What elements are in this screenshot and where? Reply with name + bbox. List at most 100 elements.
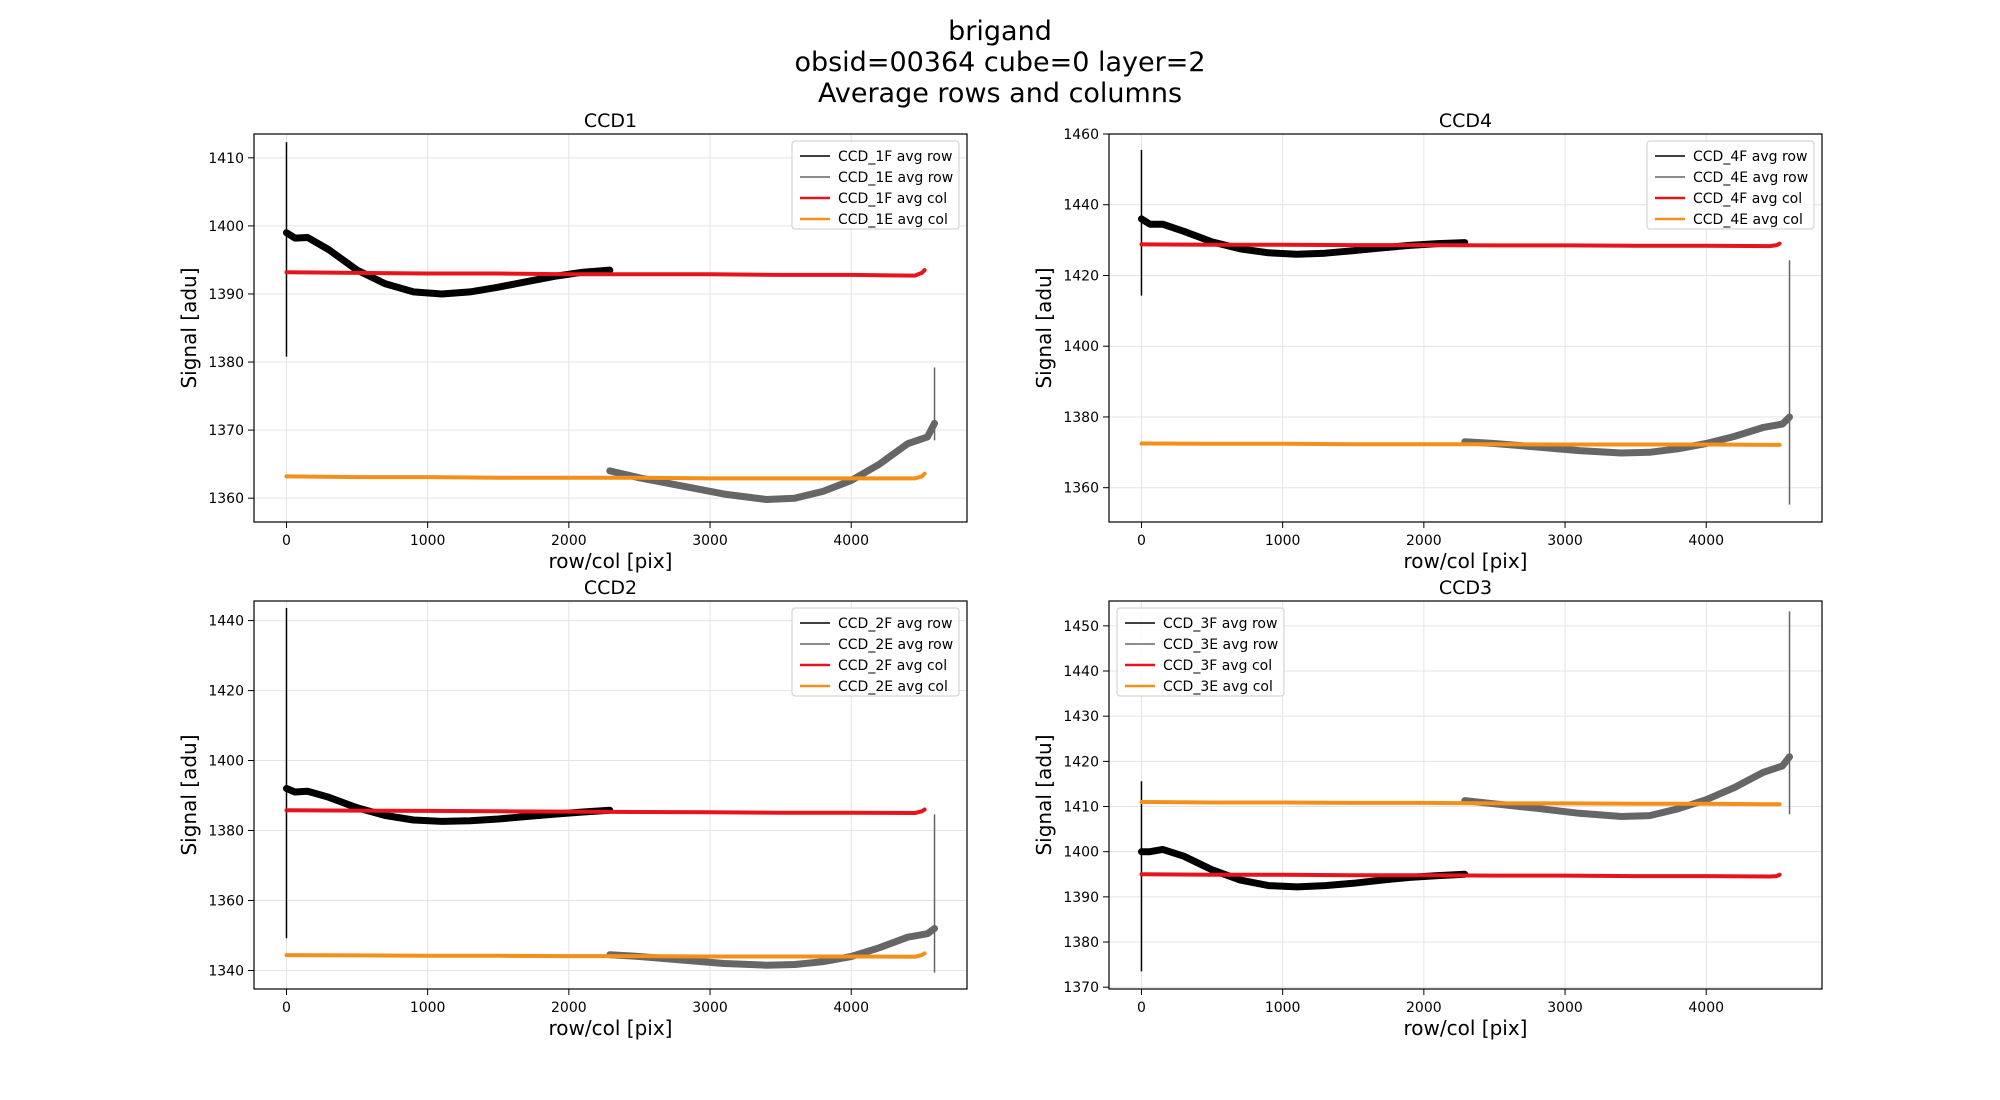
figure-title-line-1: brigand	[948, 16, 1052, 47]
y-axis-label: Signal [adu]	[177, 267, 201, 388]
series-line-0	[283, 785, 614, 825]
figure-title-line-3: Average rows and columns	[817, 78, 1183, 109]
y-tick-label: 1380	[1063, 410, 1099, 426]
legend: CCD_1F avg row CCD_1E avg row CCD_1F avg c…	[791, 140, 960, 230]
plot-area	[283, 607, 938, 973]
y-tick-label: 1410	[1063, 800, 1099, 816]
y-tick-label: 1420	[1063, 268, 1099, 284]
y-tick-label: 1460	[1063, 127, 1099, 143]
x-tick-label: 2000	[551, 533, 587, 549]
y-tick-label: 1390	[1063, 890, 1099, 906]
y-tick-label: 1440	[1063, 664, 1099, 680]
y-tick-label: 1370	[208, 423, 244, 439]
y-tick-label: 1440	[208, 614, 244, 630]
y-tick-label: 1400	[1063, 845, 1099, 861]
axes-frame	[253, 133, 968, 523]
legend-entry: CCD_4E avg row	[1693, 170, 1808, 186]
y-tick-label: 1450	[1063, 619, 1099, 635]
x-tick-label: 1000	[1265, 1000, 1301, 1016]
series-line-1	[606, 925, 938, 969]
legend-entry: CCD_4F avg col	[1693, 191, 1802, 207]
chart-panel-2: 0 1000 2000 3000 4000 1340 1360 1380 1400 1420 144…	[177, 577, 968, 1040]
legend-box	[1116, 607, 1285, 697]
plot-area	[283, 142, 938, 503]
y-tick-label: 1360	[1063, 481, 1099, 497]
legend-entry: CCD_2E avg col	[838, 679, 948, 695]
x-tick-label: 0	[282, 1000, 291, 1016]
legend-entry: CCD_3F avg col	[1163, 658, 1272, 674]
panel-title: CCD1	[584, 110, 637, 132]
chart-panel-1: 0 1000 2000 3000 4000 1360 1380 1400 1420 1440 146…	[1032, 110, 1823, 573]
x-tick-label: 3000	[692, 1000, 728, 1016]
y-tick-label: 1380	[1063, 935, 1099, 951]
x-tick-label: 2000	[1406, 533, 1442, 549]
series-line-0	[283, 229, 614, 298]
axes-frame	[253, 600, 968, 990]
legend-box	[791, 140, 960, 230]
legend: CCD_3F avg row CCD_3E avg row CCD_3F avg c…	[1116, 607, 1285, 697]
legend-entry: CCD_1E avg row	[838, 170, 953, 186]
x-tick-label: 4000	[1688, 1000, 1724, 1016]
x-tick-label: 1000	[410, 533, 446, 549]
y-tick-label: 1410	[208, 151, 244, 167]
legend-entry: CCD_3F avg row	[1163, 616, 1277, 632]
y-tick-label: 1340	[208, 963, 244, 979]
series-line-3	[1139, 800, 1782, 807]
legend-entry: CCD_3E avg col	[1163, 679, 1273, 695]
series-line-3	[284, 471, 927, 481]
x-tick-label: 4000	[833, 1000, 869, 1016]
y-tick-label: 1400	[1063, 339, 1099, 355]
y-tick-label: 1390	[208, 287, 244, 303]
series-line-2	[1139, 872, 1782, 879]
x-tick-label: 4000	[833, 533, 869, 549]
legend-entry: CCD_4E avg col	[1693, 212, 1803, 228]
legend-entry: CCD_2F avg row	[838, 616, 952, 632]
x-tick-label: 1000	[410, 1000, 446, 1016]
legend-entry: CCD_1F avg col	[838, 191, 947, 207]
chart-panel-3: 0 1000 2000 3000 4000 1370 1380 1390 1400 1410 142…	[1032, 577, 1823, 1040]
y-tick-label: 1420	[208, 684, 244, 700]
series-line-3	[1139, 441, 1782, 447]
chart-panel-0: 0 1000 2000 3000 4000 1360 1370 1380 1390 1400 141…	[177, 110, 968, 573]
legend-entry: CCD_3E avg row	[1163, 637, 1278, 653]
legend-box	[791, 607, 960, 697]
y-tick-label: 1360	[208, 491, 244, 507]
y-axis-label: Signal [adu]	[1032, 267, 1056, 388]
axes-frame	[1108, 600, 1823, 990]
x-axis-label: row/col [pix]	[1404, 1016, 1528, 1040]
legend: CCD_2F avg row CCD_2E avg row CCD_2F avg c…	[791, 607, 960, 697]
legend-entry: CCD_2F avg col	[838, 658, 947, 674]
x-axis-label: row/col [pix]	[549, 549, 673, 573]
plot-area	[1138, 149, 1793, 505]
legend-entry: CCD_2E avg row	[838, 637, 953, 653]
x-axis-label: row/col [pix]	[1404, 549, 1528, 573]
y-tick-label: 1370	[1063, 980, 1099, 996]
x-tick-label: 0	[1137, 533, 1146, 549]
x-tick-label: 3000	[1547, 1000, 1583, 1016]
x-tick-label: 2000	[551, 1000, 587, 1016]
x-tick-label: 0	[282, 533, 291, 549]
axes-frame	[1108, 133, 1823, 523]
y-tick-label: 1400	[208, 754, 244, 770]
x-tick-label: 3000	[1547, 533, 1583, 549]
legend-entry: CCD_1E avg col	[838, 212, 948, 228]
y-tick-label: 1380	[208, 824, 244, 840]
series-line-3	[284, 951, 927, 959]
y-tick-label: 1380	[208, 355, 244, 371]
panel-title: CCD3	[1439, 577, 1492, 599]
series-line-0	[1138, 845, 1469, 891]
series-line-1	[1461, 413, 1793, 457]
x-tick-label: 2000	[1406, 1000, 1442, 1016]
figure-title-line-2: obsid=00364 cube=0 layer=2	[794, 47, 1206, 78]
series-line-2	[284, 807, 927, 815]
x-axis-label: row/col [pix]	[549, 1016, 673, 1040]
y-tick-label: 1400	[208, 219, 244, 235]
legend: CCD_4F avg row CCD_4E avg row CCD_4F avg c…	[1646, 140, 1815, 230]
series-line-2	[1139, 241, 1782, 249]
y-tick-label: 1420	[1063, 754, 1099, 770]
x-tick-label: 1000	[1265, 533, 1301, 549]
y-tick-label: 1440	[1063, 198, 1099, 214]
series-line-0	[1138, 215, 1469, 258]
x-tick-label: 3000	[692, 533, 728, 549]
